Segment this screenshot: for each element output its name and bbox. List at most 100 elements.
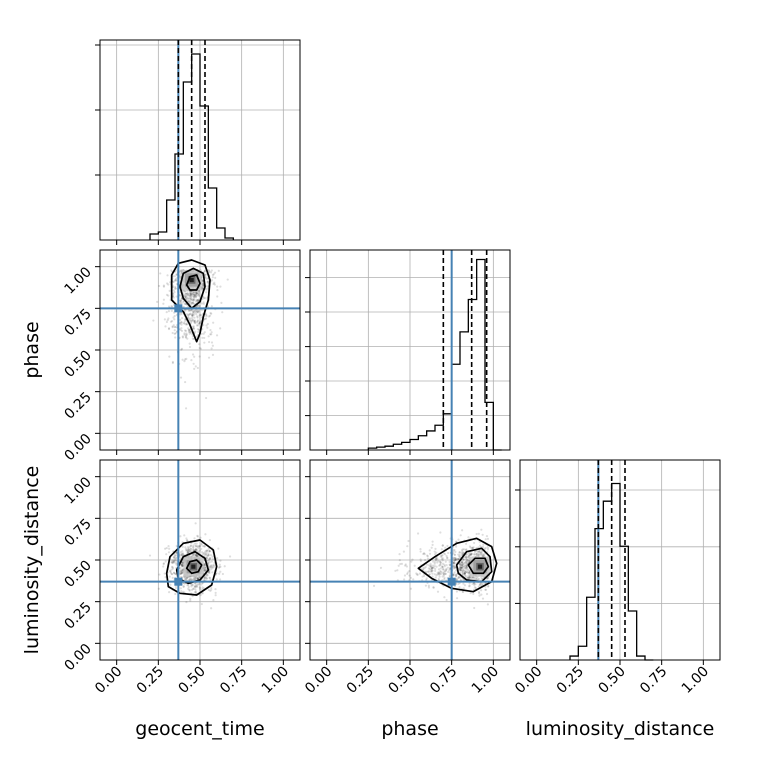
joint-geocent-time-vs-phase-point (167, 305, 171, 308)
joint-geocent-time-vs-phase-point (189, 292, 193, 296)
joint-geocent-time-vs-phase-point (192, 292, 195, 295)
joint-geocent-time-vs-phase-point (196, 299, 199, 302)
joint-geocent-time-vs-luminosity-distance-point (192, 578, 195, 581)
joint-geocent-time-vs-luminosity-distance-point (218, 565, 221, 568)
joint-geocent-time-vs-phase-point (207, 335, 210, 338)
joint-geocent-time-vs-phase-point (189, 321, 193, 324)
joint-geocent-time-vs-luminosity-distance-point (203, 566, 206, 569)
joint-geocent-time-vs-phase-point (162, 298, 166, 301)
joint-geocent-time-vs-phase-point (210, 331, 213, 334)
joint-geocent-time-vs-luminosity-distance-point (193, 577, 196, 580)
joint-phase-vs-luminosity-distance-point (459, 569, 462, 572)
joint-geocent-time-vs-luminosity-distance-point (193, 585, 196, 588)
joint-geocent-time-vs-luminosity-distance-point (205, 577, 208, 580)
joint-geocent-time-vs-phase-point (210, 269, 213, 272)
joint-geocent-time-vs-phase-point (202, 285, 205, 288)
joint-phase-vs-luminosity-distance-point (422, 552, 425, 556)
joint-geocent-time-vs-phase-point (189, 331, 192, 334)
joint-geocent-time-vs-phase-point (191, 293, 194, 296)
joint-phase-vs-luminosity-distance-point (460, 551, 463, 555)
joint-geocent-time-vs-luminosity-distance-point (218, 578, 222, 581)
joint-phase-vs-luminosity-distance-point (460, 568, 463, 571)
joint-phase-vs-luminosity-distance-point (465, 568, 468, 571)
joint-geocent-time-vs-phase-point (204, 276, 207, 279)
joint-geocent-time-vs-phase-point (183, 309, 186, 312)
joint-phase-vs-luminosity-distance-point (454, 575, 458, 578)
joint-geocent-time-vs-luminosity-distance-point (188, 549, 191, 553)
joint-geocent-time-vs-luminosity-distance-point (181, 564, 184, 567)
joint-geocent-time-vs-phase-point (209, 311, 212, 315)
joint-phase-vs-luminosity-distance-point (475, 552, 479, 555)
joint-geocent-time-vs-luminosity-distance-point (210, 586, 213, 589)
joint-geocent-time-vs-phase-point (167, 283, 170, 286)
joint-phase-vs-luminosity-distance-point (433, 564, 436, 568)
joint-geocent-time-vs-luminosity-distance-point (204, 553, 207, 556)
joint-geocent-time-vs-phase-point (192, 295, 196, 299)
joint-geocent-time-vs-phase-point (181, 335, 184, 338)
joint-geocent-time-vs-phase-point (189, 298, 192, 301)
joint-phase-vs-luminosity-distance-point (463, 562, 466, 565)
joint-phase-vs-luminosity-distance-point (427, 584, 430, 587)
joint-geocent-time-vs-luminosity-distance-point (180, 563, 183, 566)
joint-phase-vs-luminosity-distance-point (462, 587, 465, 590)
joint-phase-vs-luminosity-distance-point (448, 563, 451, 566)
joint-geocent-time-vs-phase-point (209, 333, 212, 336)
joint-geocent-time-vs-phase-point (191, 314, 194, 317)
joint-geocent-time-vs-luminosity-distance-point (208, 539, 211, 542)
joint-geocent-time-vs-phase-point (174, 287, 177, 290)
joint-geocent-time-vs-luminosity-distance-point (198, 582, 201, 585)
joint-phase-vs-luminosity-distance-point (475, 576, 478, 579)
joint-phase-vs-luminosity-distance-point (442, 572, 445, 575)
joint-phase-vs-luminosity-distance-truth-marker (447, 577, 456, 586)
joint-geocent-time-vs-luminosity-distance-point (196, 577, 199, 580)
joint-phase-vs-luminosity-distance-point (422, 552, 426, 555)
joint-phase-vs-luminosity-distance-point (430, 566, 433, 569)
joint-phase-vs-luminosity-distance-point (460, 569, 463, 572)
joint-geocent-time-vs-luminosity-distance-point (162, 565, 165, 568)
joint-phase-vs-luminosity-distance-point (428, 573, 431, 576)
joint-geocent-time-vs-phase-point (198, 322, 201, 325)
joint-phase-vs-luminosity-distance-point (464, 542, 468, 545)
joint-geocent-time-vs-luminosity-distance-point (200, 547, 203, 551)
joint-phase-vs-luminosity-distance-point (441, 568, 445, 571)
joint-geocent-time-vs-luminosity-distance-point (207, 588, 210, 592)
joint-phase-vs-luminosity-distance-point (455, 590, 458, 593)
joint-phase-vs-luminosity-distance-point (434, 557, 438, 561)
joint-geocent-time-vs-phase-point (207, 315, 211, 318)
joint-geocent-time-vs-phase-point (191, 301, 194, 304)
joint-phase-vs-luminosity-distance-point (426, 557, 430, 560)
joint-phase-vs-luminosity-distance-point (435, 559, 438, 562)
joint-phase-vs-luminosity-distance-point (441, 544, 444, 547)
joint-geocent-time-vs-phase-point (196, 305, 199, 308)
joint-phase-vs-luminosity-distance-point (462, 551, 465, 555)
joint-geocent-time-vs-luminosity-distance-point (186, 551, 189, 554)
joint-geocent-time-vs-luminosity-distance-point (189, 549, 193, 553)
joint-geocent-time-vs-luminosity-distance-point (187, 587, 190, 590)
joint-geocent-time-vs-phase-point (183, 329, 187, 332)
joint-phase-vs-luminosity-distance-point (426, 555, 429, 558)
joint-geocent-time-vs-luminosity-distance-point (194, 554, 197, 557)
joint-geocent-time-vs-luminosity-distance-point (214, 594, 217, 597)
joint-geocent-time-vs-phase-point (205, 315, 208, 318)
joint-geocent-time-vs-luminosity-distance-point (186, 550, 190, 553)
joint-geocent-time-vs-luminosity-distance-point (172, 561, 175, 564)
joint-geocent-time-vs-phase-point (195, 292, 198, 295)
joint-phase-vs-luminosity-distance-point (431, 572, 434, 575)
joint-phase-vs-luminosity-distance-point (463, 572, 466, 575)
joint-geocent-time-vs-phase-point (185, 332, 188, 335)
joint-geocent-time-vs-phase-point (193, 291, 196, 294)
joint-geocent-time-vs-phase-point (205, 273, 208, 276)
joint-geocent-time-vs-phase-point (180, 298, 183, 301)
joint-geocent-time-vs-luminosity-distance-point (172, 560, 176, 563)
joint-phase-vs-luminosity-distance-point (487, 585, 490, 588)
joint-phase-vs-luminosity-distance-point (467, 554, 471, 557)
joint-geocent-time-vs-phase-point (198, 346, 201, 350)
joint-geocent-time-vs-phase-point (184, 296, 187, 300)
joint-phase-vs-luminosity-distance-point (443, 576, 446, 579)
joint-geocent-time-vs-luminosity-distance-point (203, 569, 206, 572)
joint-phase-vs-luminosity-distance-point (441, 566, 444, 569)
joint-geocent-time-vs-phase-point (168, 289, 171, 292)
joint-phase-vs-luminosity-distance-point (445, 564, 448, 567)
joint-geocent-time-vs-phase-point (192, 290, 195, 293)
joint-phase-vs-luminosity-distance-point (462, 568, 465, 571)
